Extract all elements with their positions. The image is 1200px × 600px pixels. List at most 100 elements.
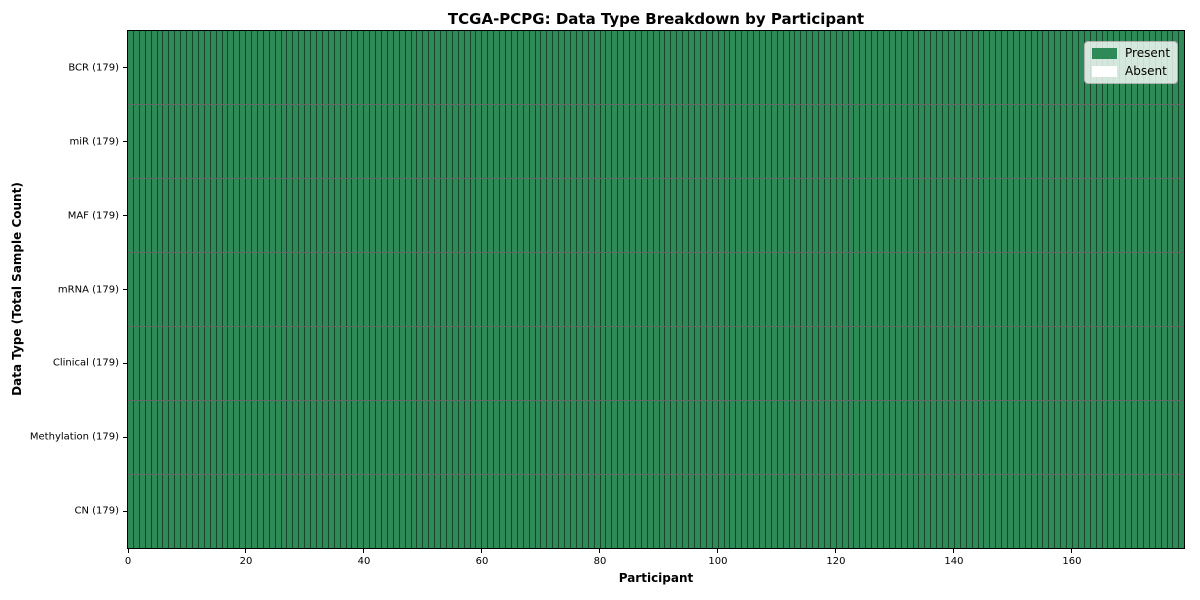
heatmap-cell — [854, 105, 861, 178]
heatmap-cell — [836, 179, 843, 252]
heatmap-cell — [128, 327, 134, 400]
heatmap-cell — [795, 179, 802, 252]
heatmap-cell — [281, 179, 288, 252]
heatmap-cell — [771, 179, 778, 252]
heatmap-cell — [895, 401, 902, 474]
heatmap-cell — [1025, 253, 1032, 326]
heatmap-cell — [1137, 253, 1144, 326]
heatmap-cell — [216, 475, 223, 548]
heatmap-cell — [535, 475, 542, 548]
heatmap-cell — [677, 179, 684, 252]
heatmap-cell — [901, 31, 908, 104]
heatmap-cell — [671, 179, 678, 252]
heatmap-row-clinical — [128, 327, 1185, 401]
heatmap-cell — [576, 475, 583, 548]
heatmap-cell — [836, 253, 843, 326]
heatmap-cell — [1008, 401, 1014, 474]
heatmap-cell — [169, 105, 176, 178]
heatmap-cell — [948, 31, 955, 104]
y-tick-label: miR (179) — [69, 136, 119, 148]
heatmap-cell — [659, 253, 666, 326]
heatmap-cell — [317, 179, 323, 252]
heatmap-cell — [1049, 105, 1056, 178]
heatmap-cell — [736, 253, 743, 326]
heatmap-cell — [494, 475, 501, 548]
heatmap-cell — [860, 105, 867, 178]
heatmap-cell — [695, 105, 701, 178]
heatmap-cell — [151, 253, 158, 326]
heatmap-cell — [582, 253, 589, 326]
heatmap-cell — [517, 475, 524, 548]
heatmap-cell — [948, 327, 955, 400]
heatmap-cell — [706, 327, 713, 400]
heatmap-cell — [405, 253, 412, 326]
heatmap-cell — [1078, 105, 1085, 178]
heatmap-cell — [1055, 31, 1062, 104]
heatmap-cell — [476, 401, 483, 474]
heatmap-cell — [482, 31, 489, 104]
heatmap-cell — [594, 253, 601, 326]
heatmap-cell — [671, 105, 678, 178]
heatmap-cell — [299, 105, 306, 178]
heatmap-cell — [736, 105, 743, 178]
heatmap-cell — [771, 105, 778, 178]
heatmap-cell — [133, 105, 140, 178]
heatmap-cell — [789, 401, 796, 474]
heatmap-cell — [1155, 401, 1162, 474]
heatmap-cell — [783, 401, 790, 474]
heatmap-cell — [960, 253, 967, 326]
heatmap-cell — [594, 401, 601, 474]
heatmap-cell — [695, 327, 701, 400]
heatmap-cell — [305, 31, 312, 104]
heatmap-cell — [204, 179, 211, 252]
heatmap-cell — [742, 31, 749, 104]
heatmap-cell — [683, 401, 690, 474]
heatmap-cell — [1078, 475, 1085, 548]
heatmap-cell — [1008, 105, 1014, 178]
heatmap-cell — [1090, 179, 1097, 252]
heatmap-cell — [553, 105, 560, 178]
heatmap-cell — [907, 475, 914, 548]
heatmap-cell — [494, 179, 501, 252]
heatmap-cell — [275, 253, 282, 326]
heatmap-cell — [287, 31, 294, 104]
heatmap-cell — [204, 327, 211, 400]
heatmap-cell — [978, 475, 985, 548]
heatmap-cell — [128, 31, 134, 104]
heatmap-cell — [759, 401, 766, 474]
heatmap-cell — [352, 475, 359, 548]
heatmap-cell — [340, 105, 347, 178]
heatmap-cell — [1043, 105, 1050, 178]
heatmap-cell — [842, 179, 849, 252]
heatmap-cell — [399, 31, 406, 104]
heatmap-cell — [671, 401, 678, 474]
heatmap-cell — [1055, 179, 1062, 252]
heatmap-cell — [511, 253, 518, 326]
heatmap-cell — [446, 401, 453, 474]
heatmap-cell — [706, 475, 713, 548]
heatmap-cell — [1049, 401, 1056, 474]
heatmap-cell — [606, 31, 613, 104]
heatmap-cell — [222, 179, 229, 252]
heatmap-cell — [765, 253, 772, 326]
heatmap-cell — [1143, 179, 1150, 252]
heatmap-cell — [718, 401, 725, 474]
legend: Present Absent — [1084, 41, 1179, 84]
heatmap-cell — [724, 475, 731, 548]
heatmap-cell — [222, 105, 229, 178]
heatmap-cell — [275, 327, 282, 400]
heatmap-cell — [807, 105, 814, 178]
legend-swatch-absent — [1092, 66, 1117, 77]
heatmap-cell — [187, 31, 193, 104]
heatmap-cell — [954, 31, 961, 104]
heatmap-cell — [198, 31, 205, 104]
heatmap-cell — [1096, 253, 1103, 326]
heatmap-cell — [470, 31, 477, 104]
heatmap-cell — [966, 179, 973, 252]
heatmap-cell — [387, 179, 394, 252]
heatmap-cell — [529, 475, 536, 548]
heatmap-cell — [1037, 327, 1044, 400]
heatmap-cell — [387, 327, 394, 400]
heatmap-cell — [553, 253, 560, 326]
heatmap-cell — [754, 475, 760, 548]
